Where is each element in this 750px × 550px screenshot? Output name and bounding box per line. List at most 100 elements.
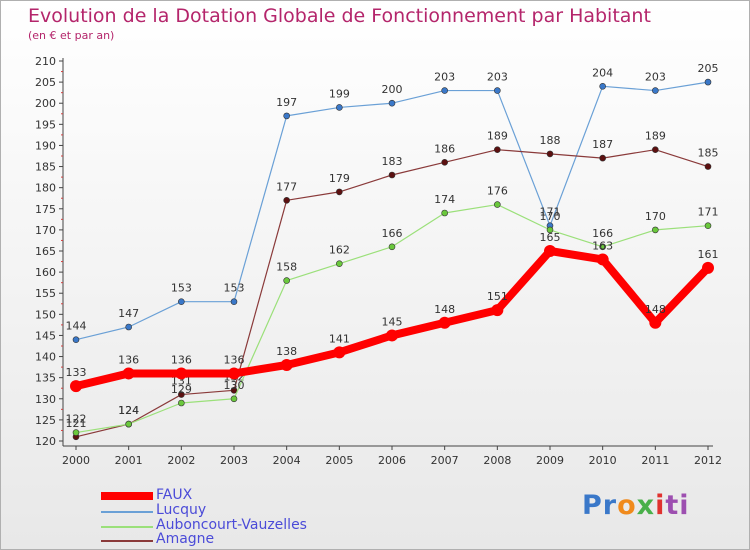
legend-label-auboncourt: Auboncourt-Vauzelles xyxy=(156,517,307,533)
logo-part: x xyxy=(636,490,656,521)
data-point-amagne xyxy=(546,150,554,158)
data-point-faux xyxy=(333,346,346,359)
data-point-auboncourt-vauzelles xyxy=(178,399,185,407)
data-point-auboncourt-vauzelles xyxy=(388,243,396,251)
data-point-amagne xyxy=(704,163,712,170)
data-point-lucquy xyxy=(336,104,343,111)
data-label-lucquy: 200 xyxy=(382,83,403,96)
data-label-amagne: 188 xyxy=(540,134,561,147)
data-label-lucquy: 203 xyxy=(487,71,508,84)
data-label-amagne: 177 xyxy=(276,180,297,193)
data-point-lucquy xyxy=(283,112,290,120)
y-tick-label: 180 xyxy=(35,182,56,195)
data-point-lucquy xyxy=(652,87,659,94)
data-point-auboncourt-vauzelles xyxy=(704,222,712,229)
data-point-amagne xyxy=(599,154,606,162)
data-label-lucquy: 153 xyxy=(171,282,192,295)
data-point-lucquy xyxy=(441,87,448,94)
y-tick-label: 125 xyxy=(35,414,56,427)
data-label-auboncourt-vauzelles: 162 xyxy=(329,244,350,257)
data-label-faux: 161 xyxy=(698,248,719,261)
data-label-faux: 138 xyxy=(276,345,297,358)
data-point-lucquy xyxy=(388,99,396,107)
data-point-lucquy xyxy=(125,323,132,331)
x-tick-label: 2005 xyxy=(325,454,353,467)
legend-swatch-lucquy xyxy=(101,511,153,513)
data-point-faux xyxy=(702,261,714,274)
data-point-amagne xyxy=(336,188,343,196)
data-point-auboncourt-vauzelles xyxy=(125,420,132,428)
data-point-lucquy xyxy=(178,298,185,305)
data-point-auboncourt-vauzelles xyxy=(652,226,659,234)
x-tick-label: 2000 xyxy=(62,454,90,467)
data-label-faux: 136 xyxy=(171,353,192,366)
data-point-faux xyxy=(175,367,188,380)
y-tick-label: 160 xyxy=(35,266,56,279)
y-tick-label: 120 xyxy=(35,435,56,448)
data-label-amagne: 189 xyxy=(645,130,666,143)
data-point-lucquy xyxy=(230,298,238,305)
data-label-amagne: 189 xyxy=(487,130,508,143)
data-point-amagne xyxy=(283,197,290,204)
data-point-faux xyxy=(438,316,451,329)
logo-part: ti xyxy=(665,490,690,521)
data-point-faux xyxy=(70,380,82,393)
y-tick-label: 185 xyxy=(35,161,56,174)
chart-title: Evolution de la Dotation Globale de Fonc… xyxy=(28,5,651,27)
x-tick-label: 2002 xyxy=(167,454,195,467)
legend-swatch-faux xyxy=(101,492,153,500)
data-point-faux xyxy=(228,367,240,380)
data-point-faux xyxy=(122,367,135,380)
data-label-lucquy: 147 xyxy=(118,307,139,320)
data-point-lucquy xyxy=(72,336,80,343)
data-point-auboncourt-vauzelles xyxy=(546,226,554,234)
y-tick-label: 205 xyxy=(35,76,56,89)
data-label-faux: 148 xyxy=(645,303,666,316)
data-label-auboncourt-vauzelles: 176 xyxy=(487,185,508,198)
x-tick-label: 2012 xyxy=(694,454,722,467)
data-label-auboncourt-vauzelles: 171 xyxy=(698,206,719,219)
data-label-faux: 165 xyxy=(540,231,561,244)
data-point-auboncourt-vauzelles xyxy=(494,201,501,208)
data-label-lucquy: 171 xyxy=(540,206,561,219)
data-point-lucquy xyxy=(494,87,501,94)
data-point-lucquy xyxy=(599,83,606,90)
data-point-auboncourt-vauzelles xyxy=(599,243,606,251)
data-label-lucquy: 144 xyxy=(66,320,87,333)
data-label-lucquy: 203 xyxy=(434,71,455,84)
data-point-faux xyxy=(491,304,504,317)
y-tick-label: 165 xyxy=(35,245,56,258)
data-label-auboncourt-vauzelles: 170 xyxy=(540,210,561,223)
logo-part: i xyxy=(655,490,666,521)
data-label-auboncourt-vauzelles: 170 xyxy=(645,210,666,223)
y-tick-label: 130 xyxy=(35,393,56,406)
y-tick-label: 145 xyxy=(35,329,56,342)
data-label-amagne: 187 xyxy=(592,138,613,151)
data-label-amagne: 183 xyxy=(382,155,403,168)
data-point-faux xyxy=(649,316,662,329)
x-tick-label: 2003 xyxy=(220,454,248,467)
y-tick-label: 210 xyxy=(35,55,56,68)
x-tick-label: 2008 xyxy=(483,454,511,467)
data-label-faux: 136 xyxy=(224,353,245,366)
data-point-lucquy xyxy=(704,78,712,86)
data-label-amagne: 179 xyxy=(329,172,350,185)
data-label-lucquy: 197 xyxy=(276,96,297,109)
legend-swatch-auboncourt xyxy=(101,526,153,528)
data-point-faux xyxy=(544,245,556,257)
y-tick-label: 170 xyxy=(35,224,56,237)
data-label-faux: 136 xyxy=(118,353,139,366)
data-point-amagne xyxy=(494,146,501,153)
data-point-amagne xyxy=(178,391,185,398)
data-label-auboncourt-vauzelles: 124 xyxy=(118,404,139,417)
x-tick-label: 2011 xyxy=(641,454,669,467)
x-tick-label: 2006 xyxy=(378,454,406,467)
data-label-auboncourt-vauzelles: 122 xyxy=(66,413,87,426)
data-label-faux: 151 xyxy=(487,290,508,303)
y-tick-label: 135 xyxy=(35,372,56,385)
data-label-faux: 148 xyxy=(434,303,455,316)
data-point-auboncourt-vauzelles xyxy=(441,209,448,217)
data-label-faux: 145 xyxy=(382,315,403,328)
